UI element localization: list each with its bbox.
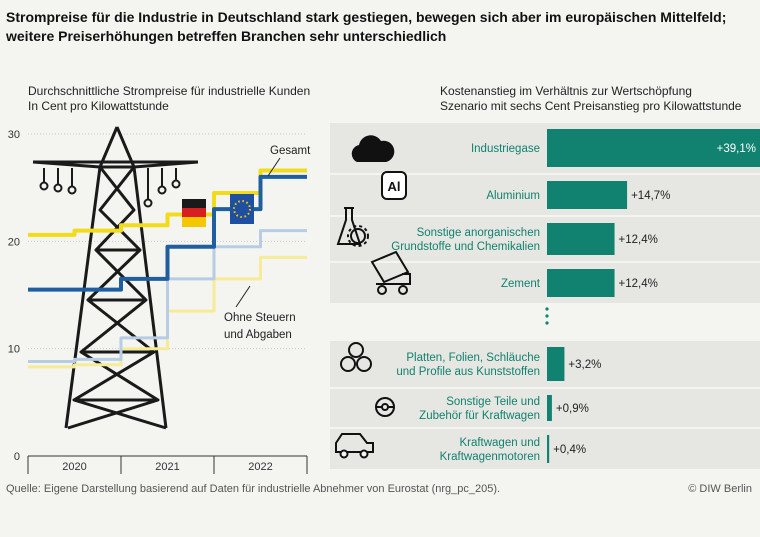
category-band [330, 389, 760, 427]
line-chart-series [28, 168, 307, 369]
category-label: Kraftwagen und [459, 437, 540, 449]
right-chart-subtitle: Szenario mit sechs Cent Preisanstieg pro… [440, 99, 742, 113]
category-label: Industriegase [471, 143, 540, 155]
right-chart-title: Kostenanstieg im Verhältnis zur Wertschö… [440, 84, 692, 98]
category-band [330, 341, 760, 387]
bar [547, 435, 550, 463]
bar-value-label: +3,2% [568, 359, 601, 371]
bar-chart-bands [330, 123, 760, 469]
bar-value-label: +12,4% [619, 234, 658, 246]
series-line-deutschland-gesamt [28, 168, 307, 237]
bar-value-label: +39,1% [717, 143, 756, 155]
bar-value-label: +14,7% [631, 190, 670, 202]
category-label: Kraftwagenmotoren [440, 451, 540, 463]
category-label: Zubehör für Kraftwagen [419, 410, 540, 422]
flask-gear-icon [336, 207, 369, 247]
bar-value-label: +0,9% [556, 403, 589, 415]
bar [547, 269, 615, 297]
germany-flag-icon [182, 199, 206, 227]
y-tick-label: 10 [8, 344, 20, 356]
left-chart-title: Durchschnittliche Strompreise für indust… [28, 84, 311, 98]
car-icon [335, 433, 374, 459]
line-chart-axes: 0 10 20 30 2020 2021 2022 [8, 129, 308, 474]
annotation-ohne-leader [235, 285, 251, 308]
bar-chart-bars: +39,1% Industriegase +14,7% Aluminium +12,4%… [391, 129, 760, 463]
category-band [330, 217, 760, 261]
cloud-icon [351, 135, 395, 162]
source-note: Quelle: Eigene Darstellung basierend auf… [6, 483, 501, 495]
category-label: Aluminium [486, 190, 540, 202]
annotation-gesamt-leader [267, 157, 281, 177]
eu-flag-icon [230, 194, 254, 224]
category-label: Grundstoffe und Chemikalien [391, 241, 540, 253]
bar [547, 181, 628, 209]
copyright: © DIW Berlin [688, 483, 752, 495]
bar [547, 347, 565, 381]
bar [547, 395, 552, 421]
x-tick-label: 2021 [155, 461, 179, 473]
category-label: Zement [501, 278, 541, 290]
bar-value-label: +0,4% [553, 444, 586, 456]
y-tick-label: 0 [14, 451, 20, 463]
bar-value-label: +12,4% [619, 278, 658, 290]
category-label: Sonstige Teile und [446, 396, 540, 408]
x-tick-label: 2020 [62, 461, 86, 473]
bar-chart-ellipsis [545, 307, 549, 325]
headline: Strompreise für die Industrie in Deutsch… [6, 9, 727, 44]
plastic-rolls-icon [340, 342, 372, 372]
bar [547, 129, 760, 167]
bar [547, 223, 615, 255]
left-chart-subtitle: In Cent pro Kilowattstunde [28, 99, 169, 113]
y-tick-label: 30 [8, 129, 20, 141]
steering-wheel-icon [375, 397, 395, 417]
annotation-ohne-steuern-2: und Abgaben [224, 329, 292, 341]
category-label: und Profile aus Kunststoffen [396, 366, 540, 378]
power-pylon-icon [32, 126, 199, 430]
y-tick-label: 20 [8, 236, 20, 248]
category-band [330, 429, 760, 469]
annotation-ohne-steuern-1: Ohne Steuern [224, 312, 296, 324]
category-label: Platten, Folien, Schläuche [406, 352, 540, 364]
aluminium-icon: Al [381, 171, 407, 200]
svg-text:Al: Al [388, 179, 401, 194]
series-line-eu-gesamt [28, 174, 307, 292]
x-tick-label: 2022 [248, 461, 272, 473]
annotation-gesamt: Gesamt [270, 145, 311, 157]
cement-mixer-icon [370, 250, 411, 295]
category-label: Sonstige anorganischen [417, 227, 540, 239]
series-line-eu-ohne-steuern-und-abgaben [28, 229, 307, 363]
